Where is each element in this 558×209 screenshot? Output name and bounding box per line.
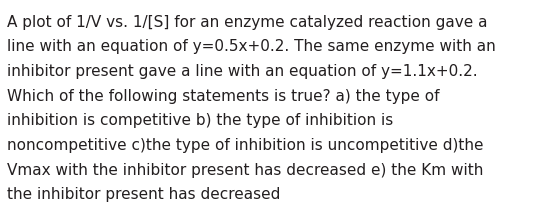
Text: inhibition is competitive b) the type of inhibition is: inhibition is competitive b) the type of…: [7, 113, 393, 128]
Text: inhibitor present gave a line with an equation of y=1.1x+0.2.: inhibitor present gave a line with an eq…: [7, 64, 477, 79]
Text: Vmax with the inhibitor present has decreased e) the Km with: Vmax with the inhibitor present has decr…: [7, 163, 483, 178]
Text: line with an equation of y=0.5x+0.2. The same enzyme with an: line with an equation of y=0.5x+0.2. The…: [7, 39, 496, 54]
Text: noncompetitive c)the type of inhibition is uncompetitive d)the: noncompetitive c)the type of inhibition …: [7, 138, 483, 153]
Text: the inhibitor present has decreased: the inhibitor present has decreased: [7, 187, 280, 202]
Text: Which of the following statements is true? a) the type of: Which of the following statements is tru…: [7, 89, 439, 104]
Text: A plot of 1/V vs. 1/[S] for an enzyme catalyzed reaction gave a: A plot of 1/V vs. 1/[S] for an enzyme ca…: [7, 15, 487, 30]
